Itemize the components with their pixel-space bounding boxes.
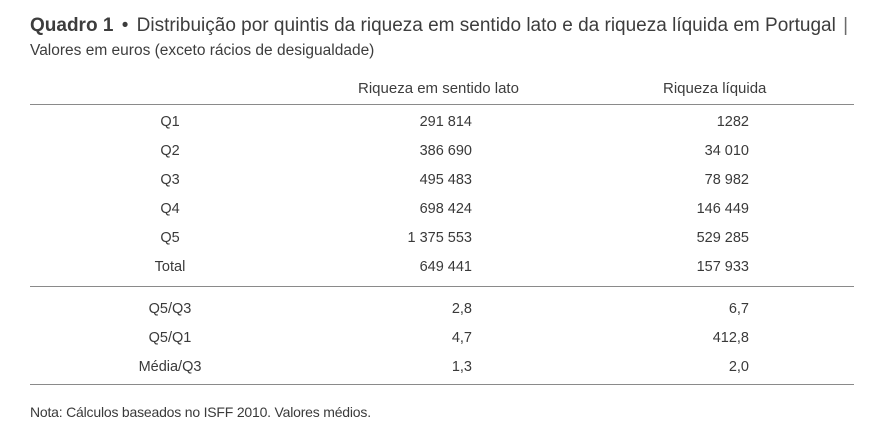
net-wealth-value: 412,8 [712,330,749,346]
footer-rule [30,384,854,385]
table-row: Média/Q3 1,3 2,0 [0,353,880,382]
row-label: Média/Q3 [138,359,202,375]
title-subtitle: Valores em euros (exceto rácios de desig… [30,42,375,59]
table-row: Q2 386 690 34 010 [0,137,880,166]
row-label: Q2 [160,143,180,159]
net-wealth-value: 146 449 [696,201,749,217]
title-separator: | [843,15,849,36]
table-title: Quadro 1 • Distribuição por quintis da r… [30,14,860,63]
row-label: Q5/Q3 [148,301,192,317]
broad-wealth-value: 1 375 553 [407,230,472,246]
row-label: Total [154,259,186,275]
row-label: Q4 [160,201,180,217]
broad-wealth-value: 2,8 [451,301,472,317]
title-bullet: • [121,15,129,36]
net-wealth-value: 157 933 [696,259,749,275]
broad-wealth-value: 698 424 [419,201,472,217]
net-wealth-value: 78 982 [704,172,749,188]
table-row: Q5 1 375 553 529 285 [0,224,880,253]
section-rule [30,286,854,287]
net-wealth-value: 34 010 [704,143,749,159]
column-header-net-wealth: Riqueza líquida [663,80,767,97]
net-wealth-value: 1282 [716,114,749,130]
table-row: Q3 495 483 78 982 [0,166,880,195]
column-header-broad-wealth: Riqueza em sentido lato [358,80,519,97]
title-text: Distribuição por quintis da riqueza em s… [136,15,836,36]
table-number: Quadro 1 [30,15,114,36]
row-label: Q5 [160,230,180,246]
broad-wealth-value: 291 814 [419,114,472,130]
table-row: Q5/Q3 2,8 6,7 [0,295,880,324]
broad-wealth-value: 386 690 [419,143,472,159]
net-wealth-value: 529 285 [696,230,749,246]
table-row: Q4 698 424 146 449 [0,195,880,224]
table-row: Q1 291 814 1282 [0,108,880,137]
broad-wealth-value: 4,7 [451,330,472,346]
row-label: Q5/Q1 [148,330,192,346]
table-row-total: Total 649 441 157 933 [0,253,880,282]
header-rule [30,104,854,105]
net-wealth-value: 6,7 [728,301,749,317]
broad-wealth-value: 495 483 [419,172,472,188]
row-label: Q3 [160,172,180,188]
broad-wealth-value: 1,3 [451,359,472,375]
row-label: Q1 [160,114,180,130]
table-note: Nota: Cálculos baseados no ISFF 2010. Va… [30,404,371,420]
broad-wealth-value: 649 441 [419,259,472,275]
table-row: Q5/Q1 4,7 412,8 [0,324,880,353]
net-wealth-value: 2,0 [728,359,749,375]
